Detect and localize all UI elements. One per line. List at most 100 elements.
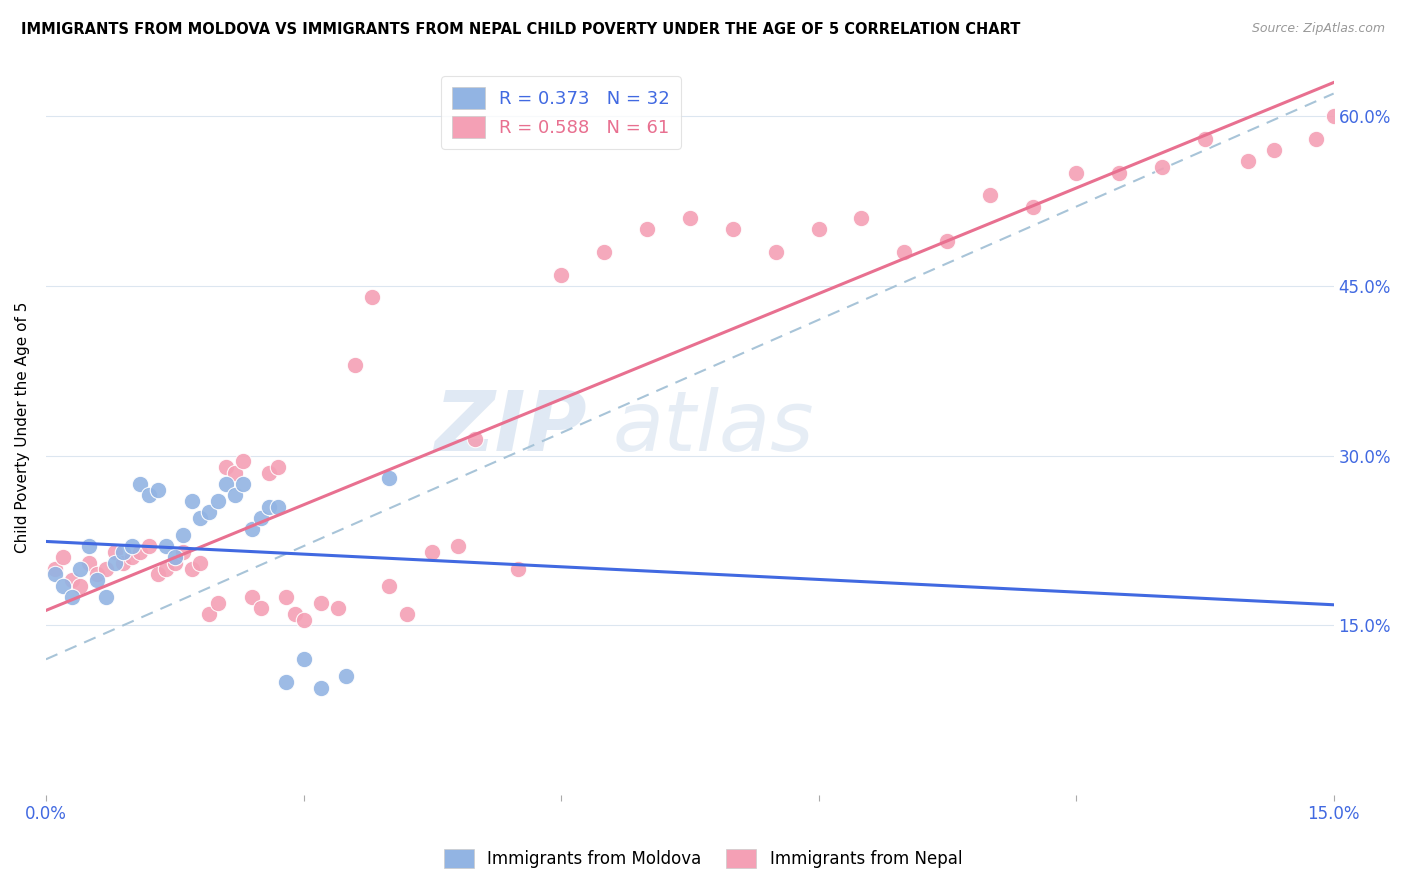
Point [94, 562, 117, 576]
Point [309, 681, 332, 695]
Point [378, 579, 401, 593]
Point [129, 476, 152, 491]
Point [52, 579, 75, 593]
Point [129, 545, 152, 559]
Point [240, 522, 263, 536]
Point [550, 268, 572, 282]
Point [104, 545, 127, 559]
Point [69, 579, 91, 593]
Point [636, 222, 658, 236]
Point [292, 613, 315, 627]
Point [77, 539, 100, 553]
Point [44, 562, 66, 576]
Point [224, 488, 246, 502]
Point [284, 607, 307, 621]
Point [765, 244, 787, 259]
Point [232, 454, 254, 468]
Point [679, 211, 702, 225]
Point [180, 562, 202, 576]
Point [420, 545, 443, 559]
Point [249, 601, 271, 615]
Point [155, 562, 177, 576]
Point [86, 573, 108, 587]
Point [104, 556, 127, 570]
Point [1323, 109, 1346, 123]
Point [180, 494, 202, 508]
Point [190, 556, 212, 570]
Text: atlas: atlas [613, 387, 814, 467]
Point [936, 234, 959, 248]
Point [138, 539, 160, 553]
Point [1340, 98, 1362, 112]
Point [198, 607, 221, 621]
Point [69, 562, 91, 576]
Point [146, 483, 169, 497]
Point [44, 567, 66, 582]
Point [112, 556, 135, 570]
Point [276, 590, 298, 604]
Point [215, 459, 238, 474]
Point [267, 500, 290, 514]
Point [508, 562, 530, 576]
Text: Source: ZipAtlas.com: Source: ZipAtlas.com [1251, 22, 1385, 36]
Point [207, 494, 229, 508]
Point [198, 505, 221, 519]
Legend: Immigrants from Moldova, Immigrants from Nepal: Immigrants from Moldova, Immigrants from… [437, 842, 969, 875]
Point [1108, 166, 1130, 180]
Point [207, 596, 229, 610]
Point [224, 466, 246, 480]
Point [447, 539, 470, 553]
Point [343, 358, 366, 372]
Point [232, 476, 254, 491]
Point [60, 573, 83, 587]
Point [112, 545, 135, 559]
Point [240, 590, 263, 604]
Point [155, 539, 177, 553]
Point [163, 550, 186, 565]
Point [172, 545, 194, 559]
Point [190, 511, 212, 525]
Point [979, 188, 1001, 202]
Point [146, 567, 169, 582]
Point [52, 550, 75, 565]
Point [395, 607, 418, 621]
Point [60, 590, 83, 604]
Point [807, 222, 830, 236]
Point [77, 556, 100, 570]
Point [309, 596, 332, 610]
Point [593, 244, 616, 259]
Point [163, 556, 186, 570]
Point [215, 476, 238, 491]
Point [326, 601, 349, 615]
Point [94, 590, 117, 604]
Point [1194, 132, 1216, 146]
Text: IMMIGRANTS FROM MOLDOVA VS IMMIGRANTS FROM NEPAL CHILD POVERTY UNDER THE AGE OF : IMMIGRANTS FROM MOLDOVA VS IMMIGRANTS FR… [21, 22, 1021, 37]
Point [893, 244, 915, 259]
Point [292, 652, 315, 666]
Point [1064, 166, 1087, 180]
Point [1022, 200, 1045, 214]
Point [276, 674, 298, 689]
Point [1150, 160, 1173, 174]
Text: ZIP: ZIP [434, 387, 586, 467]
Point [1305, 132, 1327, 146]
Point [335, 669, 357, 683]
Point [1236, 154, 1258, 169]
Point [1263, 143, 1285, 157]
Point [267, 459, 290, 474]
Point [86, 567, 108, 582]
Y-axis label: Child Poverty Under the Age of 5: Child Poverty Under the Age of 5 [15, 301, 30, 553]
Point [378, 471, 401, 485]
Point [172, 528, 194, 542]
Legend: R = 0.373   N = 32, R = 0.588   N = 61: R = 0.373 N = 32, R = 0.588 N = 61 [441, 76, 681, 149]
Point [851, 211, 873, 225]
Point [721, 222, 744, 236]
Point [249, 511, 271, 525]
Point [257, 466, 280, 480]
Point [464, 432, 486, 446]
Point [121, 550, 143, 565]
Point [138, 488, 160, 502]
Point [257, 500, 280, 514]
Point [121, 539, 143, 553]
Point [361, 290, 384, 304]
